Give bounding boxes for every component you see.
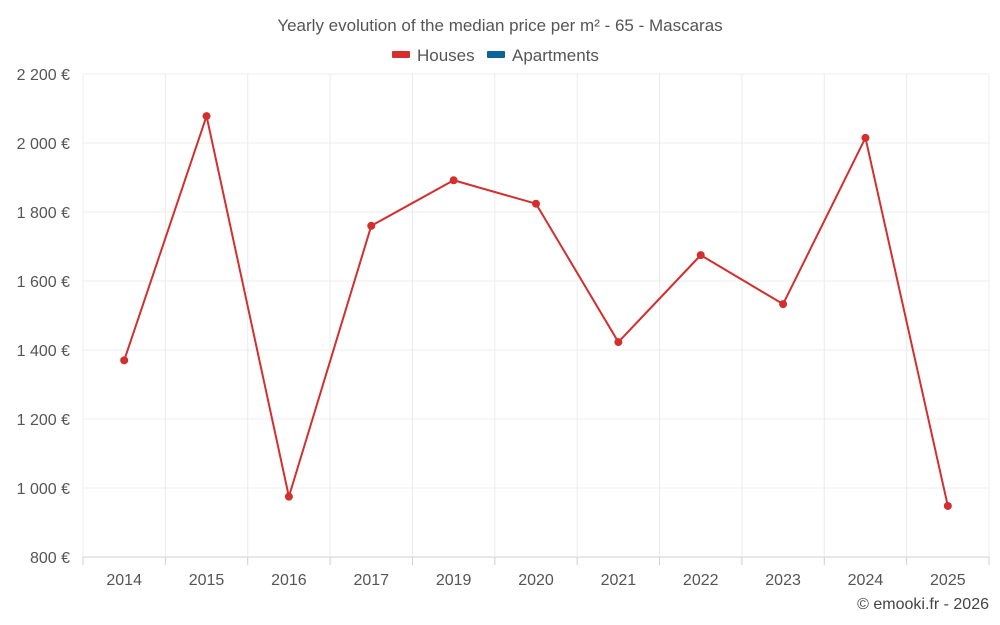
legend-item-houses[interactable]: Houses	[392, 46, 475, 65]
legend-label-apartments: Apartments	[512, 46, 599, 65]
x-tick-label: 2019	[436, 572, 472, 589]
data-point-houses[interactable]	[861, 133, 870, 142]
data-point-houses[interactable]	[202, 112, 211, 121]
y-tick-label: 1 400 €	[17, 343, 70, 360]
data-point-houses[interactable]	[943, 501, 952, 510]
legend-swatch-houses	[392, 51, 410, 58]
y-tick-label: 2 200 €	[17, 67, 70, 84]
x-tick-label: 2024	[848, 572, 884, 589]
x-tick-label: 2021	[601, 572, 637, 589]
series-layer	[120, 112, 952, 510]
x-tick-label: 2022	[683, 572, 719, 589]
x-axis-labels: 2014 2015 2016 2017 2019 2020 2021 2022 2023 2024…	[106, 572, 965, 589]
data-point-houses[interactable]	[532, 199, 540, 208]
y-tick-label: 1 200 €	[17, 412, 70, 429]
legend-item-apartments[interactable]: Apartments	[487, 46, 599, 65]
credit-text: © emooki.fr - 2026	[857, 596, 989, 613]
data-point-houses[interactable]	[449, 176, 458, 185]
y-axis-labels: 800 € 1 000 € 1 200 € 1 400 € 1 600 € 1 800 €…	[17, 67, 70, 567]
legend-label-houses: Houses	[417, 46, 475, 65]
legend[interactable]: Houses Apartments	[392, 46, 599, 65]
y-tick-label: 1 000 €	[17, 481, 70, 498]
data-point-houses[interactable]	[120, 356, 129, 365]
y-tick-label: 1 800 €	[17, 205, 70, 222]
x-tick-label: 2016	[271, 572, 307, 589]
data-point-houses[interactable]	[284, 492, 293, 501]
y-tick-label: 1 600 €	[17, 274, 70, 291]
x-tick-label: 2014	[106, 572, 142, 589]
data-point-houses[interactable]	[367, 221, 376, 230]
data-point-houses[interactable]	[779, 300, 788, 309]
data-point-houses[interactable]	[614, 338, 623, 347]
y-tick-label: 800 €	[30, 550, 70, 567]
x-tick-label: 2015	[189, 572, 225, 589]
data-point-houses[interactable]	[696, 251, 705, 260]
y-tick-label: 2 000 €	[17, 136, 70, 153]
legend-swatch-apartments	[487, 51, 505, 58]
x-tick-label: 2025	[930, 572, 966, 589]
x-tick-label: 2023	[765, 572, 801, 589]
chart-title: Yearly evolution of the median price per…	[277, 16, 722, 35]
x-tick-label: 2017	[353, 572, 389, 589]
x-tick-label: 2020	[518, 572, 554, 589]
grid-layer	[82, 73, 990, 565]
